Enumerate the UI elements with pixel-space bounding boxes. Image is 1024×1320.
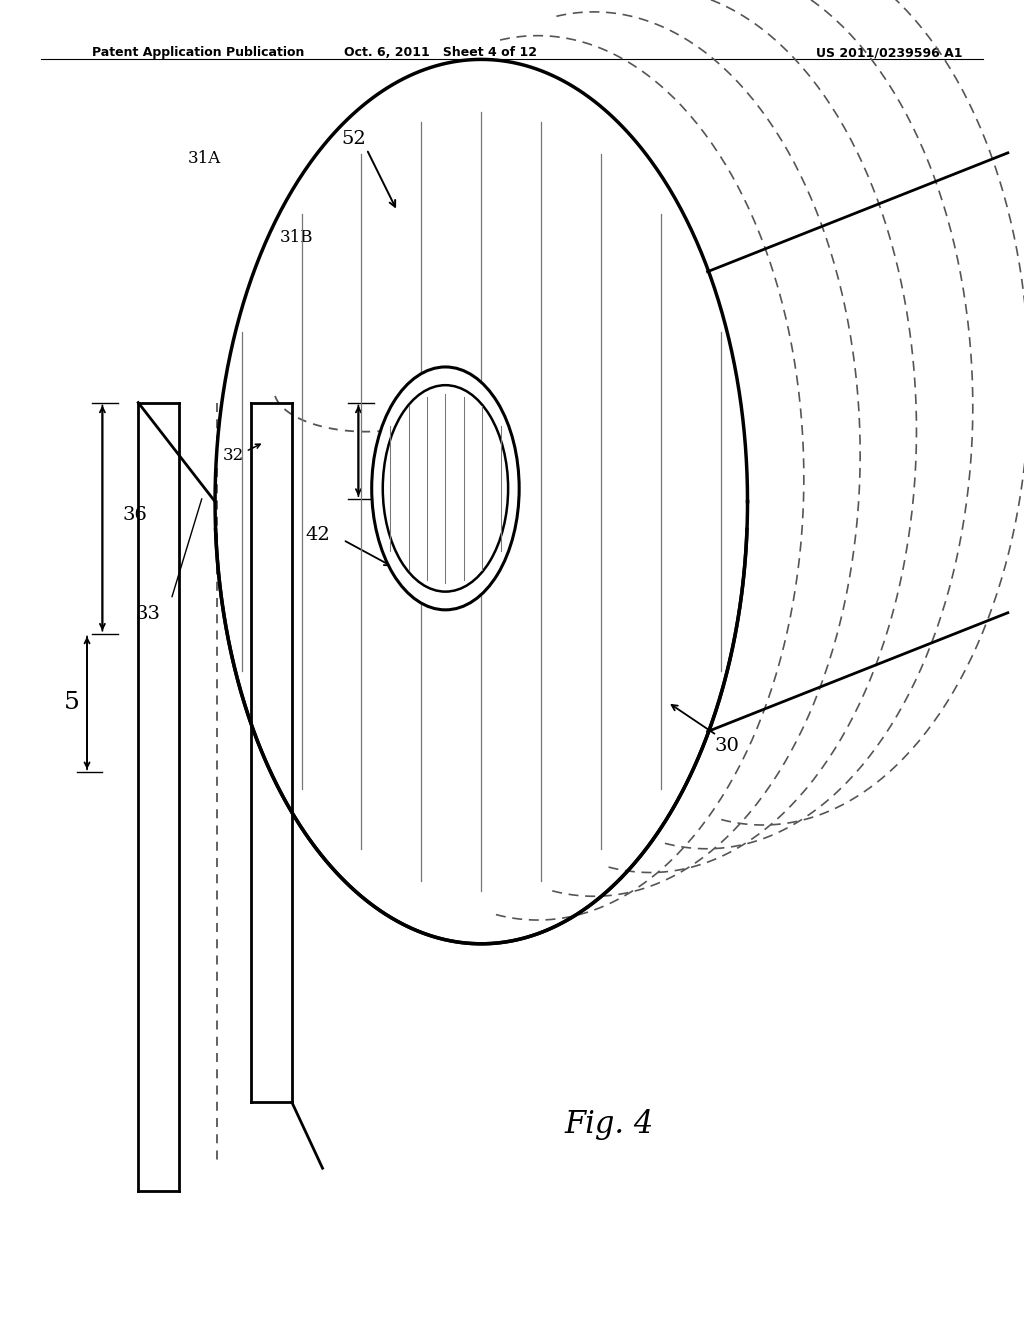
Text: 31A: 31A [188, 150, 221, 166]
Text: 42: 42 [305, 525, 330, 544]
Text: 40: 40 [430, 405, 451, 421]
Text: 52: 52 [341, 129, 366, 148]
Text: 36: 36 [123, 506, 147, 524]
Text: 30: 30 [715, 737, 739, 755]
Ellipse shape [383, 385, 508, 591]
Text: 5: 5 [379, 438, 395, 462]
Text: Oct. 6, 2011   Sheet 4 of 12: Oct. 6, 2011 Sheet 4 of 12 [344, 46, 537, 59]
Ellipse shape [372, 367, 519, 610]
Text: 31B: 31B [281, 230, 313, 246]
Text: Patent Application Publication: Patent Application Publication [92, 46, 304, 59]
Text: US 2011/0239596 A1: US 2011/0239596 A1 [816, 46, 963, 59]
Text: Fig. 4: Fig. 4 [564, 1109, 654, 1140]
Text: 32: 32 [223, 447, 244, 463]
Text: 5: 5 [63, 690, 80, 714]
Text: 33: 33 [136, 605, 161, 623]
